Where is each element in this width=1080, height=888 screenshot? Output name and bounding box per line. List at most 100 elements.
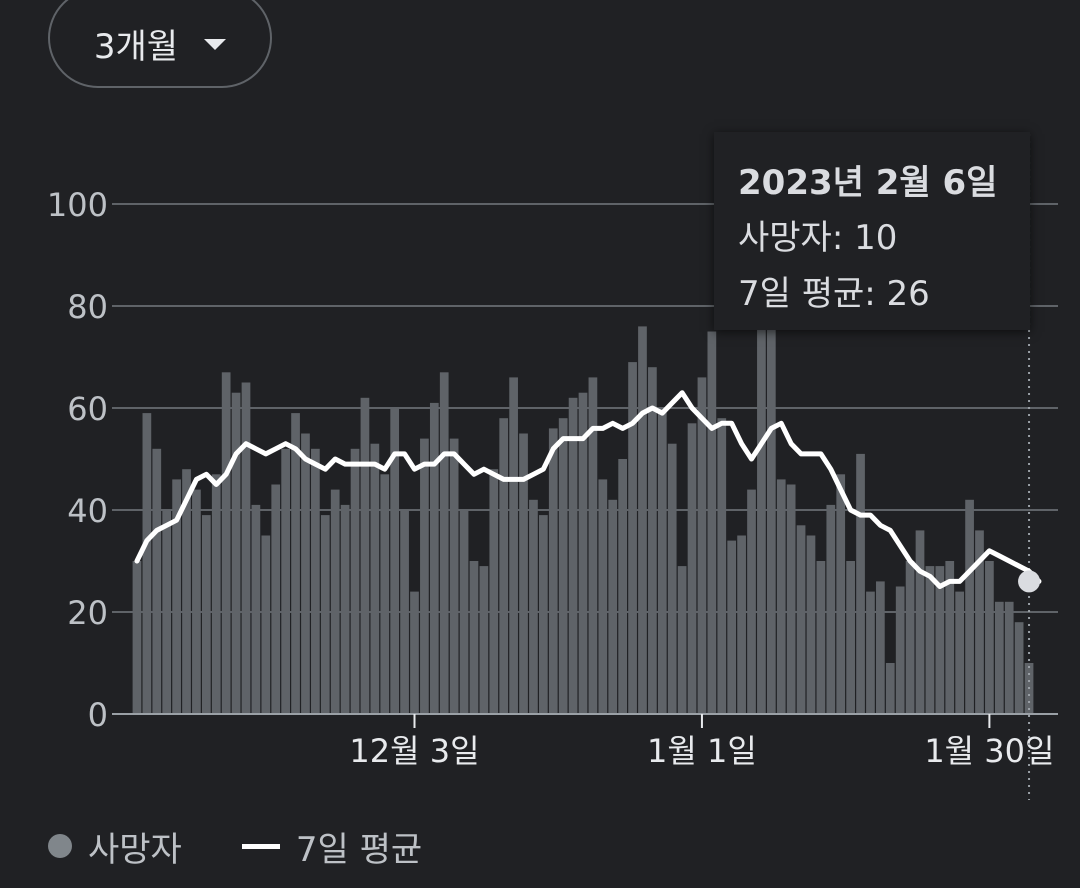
bar [192,489,201,714]
bar [776,479,786,714]
bar [142,413,152,714]
bar [806,535,816,714]
bar [687,423,697,714]
legend-deaths-label: 사망자 [88,829,182,870]
bar [538,515,548,714]
bar [301,433,310,714]
bar [360,397,370,714]
bar [697,377,707,714]
bar [459,510,469,714]
bar [667,443,677,714]
bar [648,367,657,714]
bar [747,489,756,714]
bar [320,515,330,714]
bar [826,504,836,714]
bar [489,469,499,714]
y-tick-label: 100 [47,186,108,224]
bar [182,469,191,714]
chart-legend: 사망자 7일 평균 [48,818,422,874]
bar [707,331,717,714]
bar [657,408,667,714]
bar [568,397,578,714]
average-legend-line-icon [241,843,280,849]
bar [915,530,925,714]
bar [162,510,172,714]
bar [677,566,687,714]
y-tick-label: 60 [67,390,108,428]
bar [509,377,518,714]
bar [737,535,746,714]
bar [1004,601,1014,714]
x-tick-label: 1월 30일 [924,732,1054,770]
bar [548,428,558,714]
y-tick-label: 40 [67,492,108,530]
bar [608,499,618,714]
x-tick-label: 12월 3일 [349,732,479,770]
bar [925,566,935,714]
bar [994,601,1004,714]
bar [261,535,271,714]
bar [876,581,885,714]
bar [816,561,826,714]
bar [291,413,300,714]
bar [588,377,598,714]
bar [350,448,360,714]
bar [400,510,409,714]
bar [479,566,489,714]
bar [211,474,221,714]
bar [499,418,509,714]
bar [231,392,241,714]
range-dropdown[interactable]: 3개월 [48,0,272,88]
bar [449,438,459,714]
bar [271,484,281,714]
bar [558,418,568,714]
y-tick-label: 0 [88,696,108,734]
bar [846,561,855,714]
bar [132,561,142,714]
bar [330,489,340,714]
bar [885,663,895,714]
bar [390,408,400,714]
bar [935,566,945,714]
bar [1014,622,1024,714]
bar [856,453,865,714]
bar [618,459,628,714]
caret-down-icon [204,38,227,50]
bar [439,372,449,714]
bar [945,561,955,714]
bar [519,433,528,714]
bar [628,362,637,714]
average-line [134,390,1042,589]
bar [311,448,320,714]
bar [955,591,965,714]
bar [766,306,776,714]
bar [975,530,984,714]
bar [727,540,737,714]
bar [529,499,538,714]
bar [370,443,380,714]
range-dropdown-label: 3개월 [93,26,179,67]
bar [598,479,608,714]
bar [638,326,647,714]
bar [757,306,766,714]
bar [836,474,846,714]
bar [895,586,905,714]
bar [429,402,439,714]
tooltip-deaths: 사망자: 10 [738,218,898,258]
bar [380,474,390,714]
bar [866,591,875,714]
bar [281,448,290,714]
bar [420,438,429,714]
x-tick-label: 1월 1일 [647,732,757,770]
hover-marker [1018,570,1041,593]
bar [172,479,181,714]
bar [152,448,162,714]
tooltip-date: 2023년 2월 6일 [738,163,998,203]
chart-tooltip: 2023년 2월 6일 사망자: 10 7일 평균: 26 [714,132,1030,330]
deaths-legend-dot-icon [48,834,72,858]
bar [469,561,479,714]
legend-average-label: 7일 평균 [295,829,423,870]
tooltip-average: 7일 평균: 26 [738,274,930,314]
bar [578,392,588,714]
